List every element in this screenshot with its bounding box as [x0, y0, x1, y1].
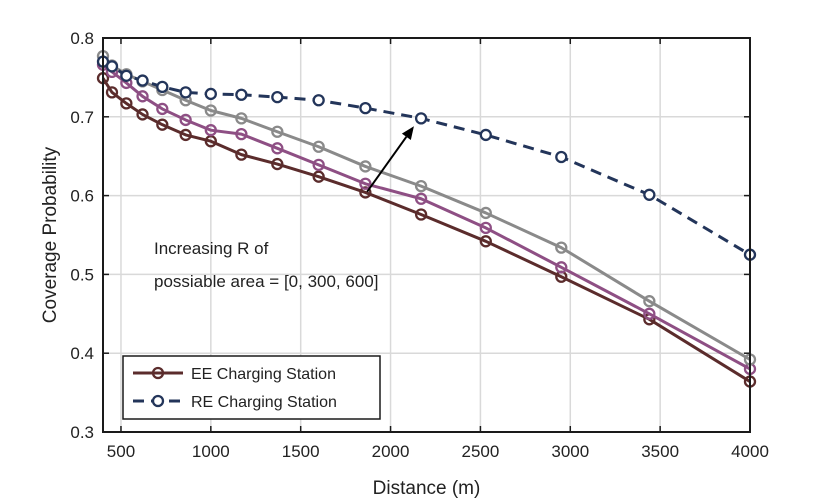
data-point	[136, 90, 149, 103]
data-point	[479, 235, 492, 248]
x-tick-label: 4000	[731, 442, 769, 461]
data-point	[312, 158, 325, 172]
series-line	[101, 77, 751, 383]
legend-swatch-marker	[151, 366, 165, 380]
series-2	[96, 49, 757, 366]
data-point	[414, 208, 428, 221]
data-point	[136, 74, 149, 87]
x-tick-label: 500	[107, 442, 135, 461]
data-point	[555, 241, 568, 254]
x-tick-label: 3500	[641, 442, 679, 461]
data-point	[235, 148, 248, 161]
legend-label: RE Charging Station	[191, 394, 337, 411]
data-point	[359, 160, 372, 173]
annotation-arrowhead	[401, 126, 414, 141]
data-point	[479, 128, 492, 142]
data-point	[179, 113, 192, 127]
data-point	[359, 101, 372, 115]
x-tick-label: 2000	[372, 442, 410, 461]
y-tick-label: 0.4	[70, 344, 94, 363]
series-line	[102, 60, 751, 256]
data-point	[235, 88, 248, 101]
annotation: Increasing R of possiable area = [0, 300…	[154, 126, 414, 291]
legend: EE Charging Station RE Charging Station	[122, 355, 381, 420]
series-0	[96, 72, 757, 388]
ticks: 500 1000 1500 2000 2500 3000 3500 4000 0.3 0.4 0.5…	[70, 29, 769, 461]
data-point	[643, 188, 656, 201]
data-point	[204, 124, 217, 137]
y-tick-label: 0.7	[70, 108, 94, 127]
data-point	[136, 108, 149, 121]
series-layer	[96, 49, 757, 388]
data-point	[120, 69, 133, 82]
legend-swatch-marker	[151, 394, 165, 408]
data-point	[555, 150, 568, 164]
data-point	[204, 104, 217, 117]
annotation-line-2: possiable area = [0, 300, 600]	[154, 272, 378, 291]
legend-box	[122, 355, 381, 420]
plot-frame	[102, 37, 751, 433]
data-point	[156, 80, 169, 94]
data-point	[312, 170, 325, 183]
x-tick-label: 1000	[192, 442, 230, 461]
data-point	[359, 177, 372, 190]
data-point	[312, 94, 325, 107]
series-line	[101, 55, 751, 361]
y-tick-label: 0.8	[70, 29, 94, 48]
data-point	[105, 86, 119, 99]
data-point	[120, 97, 133, 110]
data-point	[414, 179, 428, 193]
data-point	[235, 127, 248, 141]
data-point	[643, 295, 656, 308]
data-point	[235, 112, 248, 125]
data-point	[479, 206, 492, 220]
series-line	[102, 63, 751, 371]
y-tick-label: 0.5	[70, 265, 94, 284]
data-point	[156, 118, 169, 131]
data-point	[271, 142, 284, 155]
data-point	[271, 157, 284, 171]
data-point	[271, 125, 284, 138]
x-tick-label: 2500	[462, 442, 500, 461]
data-point	[359, 186, 372, 199]
data-point	[105, 60, 119, 73]
data-point	[156, 102, 169, 116]
data-point	[414, 112, 428, 125]
y-axis-label: Coverage Probability	[40, 146, 61, 323]
annotation-arrow	[366, 136, 408, 193]
data-point	[204, 87, 217, 101]
x-tick-label: 1500	[282, 442, 320, 461]
data-point	[271, 90, 284, 104]
data-point	[312, 140, 325, 153]
data-point	[179, 86, 192, 99]
data-point	[555, 261, 568, 274]
data-point	[414, 192, 428, 205]
data-point	[643, 307, 656, 320]
annotation-line-1: Increasing R of	[154, 239, 269, 258]
legend-label: EE Charging Station	[191, 366, 336, 383]
x-tick-label: 3000	[551, 442, 589, 461]
y-tick-label: 0.6	[70, 187, 94, 206]
x-axis-label: Distance (m)	[373, 478, 481, 499]
data-point	[179, 128, 192, 142]
y-tick-label: 0.3	[70, 423, 94, 442]
data-point	[479, 221, 492, 235]
series-3	[96, 55, 757, 261]
